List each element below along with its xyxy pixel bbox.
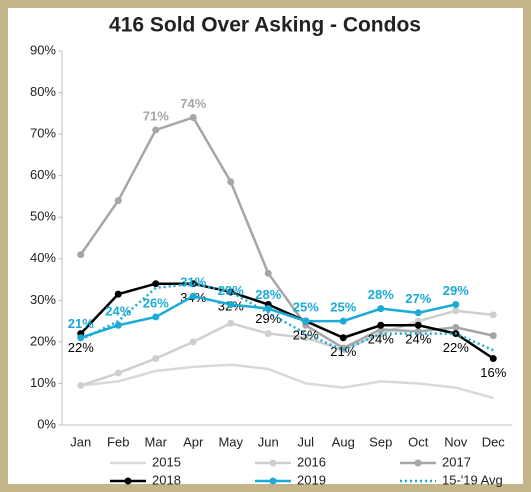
legend-marker: [269, 459, 277, 467]
value-label: 25%: [293, 300, 319, 315]
value-label: 31%: [180, 275, 206, 290]
x-tick-label: Feb: [107, 434, 129, 449]
value-label: 26%: [143, 295, 169, 310]
value-label: 27%: [405, 291, 431, 306]
x-tick-label: Aug: [332, 434, 355, 449]
point: [302, 317, 310, 325]
legend-label: 2015: [152, 454, 181, 469]
point: [377, 321, 385, 329]
point: [227, 319, 235, 327]
point: [264, 269, 272, 277]
legend-marker: [269, 477, 277, 485]
point: [414, 309, 422, 317]
value-label: 16%: [480, 365, 506, 380]
y-tick-label: 90%: [30, 42, 56, 57]
point: [302, 334, 310, 342]
series-line: [80, 309, 494, 387]
point: [264, 330, 272, 338]
value-label: 22%: [68, 340, 94, 355]
x-tick-label: Jul: [297, 434, 314, 449]
point: [189, 338, 197, 346]
value-label: 74%: [180, 96, 206, 111]
value-label: 25%: [330, 300, 356, 315]
series-line: [79, 282, 494, 360]
point: [452, 307, 460, 315]
value-label: 24%: [405, 332, 431, 347]
point: [114, 369, 122, 377]
legend-marker: [124, 477, 132, 485]
y-tick-label: 30%: [30, 292, 56, 307]
value-label: 29%: [255, 311, 281, 326]
chart-title: 416 Sold Over Asking - Condos: [109, 14, 421, 37]
chart-area: [8, 8, 523, 484]
point: [152, 355, 160, 363]
value-label: 21%: [68, 316, 94, 331]
legend-label: 2018: [152, 472, 181, 487]
point: [227, 178, 235, 186]
point: [264, 305, 272, 313]
y-tick-label: 0%: [37, 416, 56, 431]
x-tick-label: Nov: [444, 434, 468, 449]
point: [489, 332, 497, 340]
x-tick-label: Sep: [369, 434, 392, 449]
point: [152, 313, 160, 321]
value-label: 22%: [443, 340, 469, 355]
value-label: 29%: [218, 283, 244, 298]
point: [227, 300, 235, 308]
point: [489, 311, 497, 319]
point: [189, 292, 197, 300]
y-tick-label: 40%: [30, 250, 56, 265]
point: [339, 334, 347, 342]
point: [377, 305, 385, 313]
point: [77, 382, 85, 390]
value-label: 29%: [443, 283, 469, 298]
y-tick-label: 60%: [30, 167, 56, 182]
point: [189, 280, 197, 288]
value-label: 71%: [143, 108, 169, 123]
point: [114, 197, 122, 205]
x-tick-label: Mar: [145, 434, 168, 449]
point: [114, 321, 122, 329]
series-line: [79, 115, 494, 350]
legend-label: 2019: [297, 472, 326, 487]
point: [339, 317, 347, 325]
point: [452, 323, 460, 331]
value-label: 28%: [368, 287, 394, 302]
legend-marker: [414, 459, 422, 467]
legend-label: 2016: [297, 454, 326, 469]
value-label: 24%: [368, 332, 394, 347]
y-tick-label: 10%: [30, 375, 56, 390]
point: [489, 355, 497, 363]
value-label: 25%: [293, 328, 319, 343]
y-tick-label: 50%: [30, 209, 56, 224]
point: [452, 300, 460, 308]
x-tick-label: Apr: [183, 434, 204, 449]
value-label: 21%: [330, 344, 356, 359]
x-tick-label: Dec: [482, 434, 506, 449]
point: [77, 251, 85, 259]
legend-label: 2017: [442, 454, 471, 469]
series-line: [80, 363, 494, 400]
legend-label: 15-'19 Avg: [442, 472, 503, 487]
point: [414, 321, 422, 329]
point: [152, 126, 160, 134]
point: [189, 113, 197, 121]
x-tick-label: Jan: [70, 434, 91, 449]
y-tick-label: 80%: [30, 84, 56, 99]
x-tick-label: Oct: [408, 434, 429, 449]
point: [114, 290, 122, 298]
y-tick-label: 20%: [30, 333, 56, 348]
x-tick-label: May: [218, 434, 243, 449]
y-tick-label: 70%: [30, 126, 56, 141]
point: [77, 334, 85, 342]
x-tick-label: Jun: [258, 434, 279, 449]
value-label: 28%: [255, 287, 281, 302]
point: [152, 280, 160, 288]
